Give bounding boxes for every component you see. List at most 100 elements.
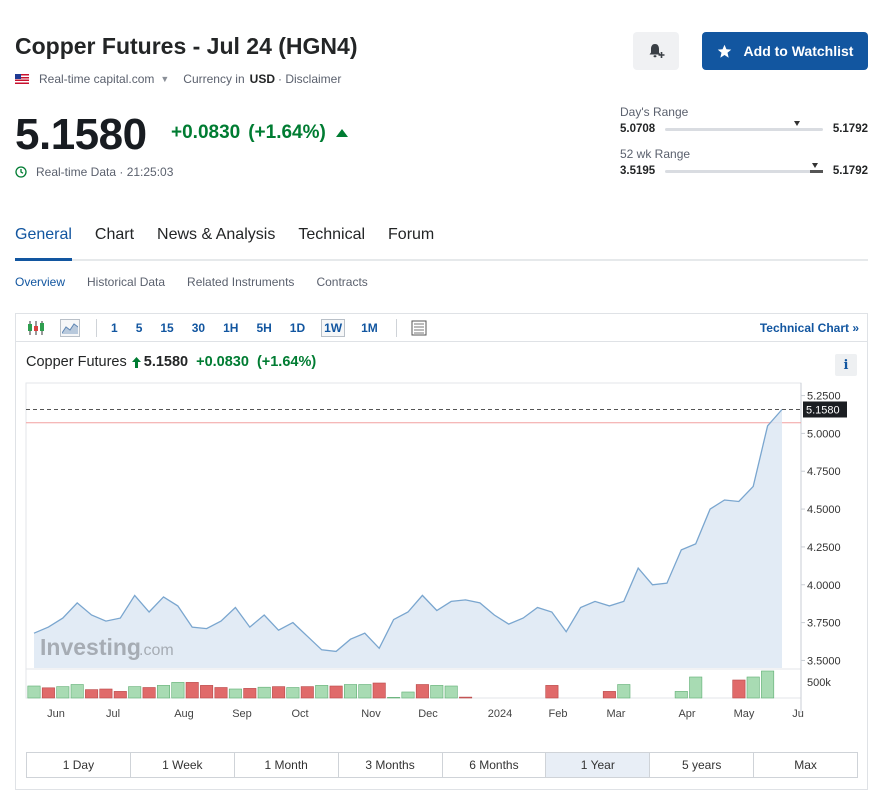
volume-bar: [689, 676, 703, 699]
tab-general[interactable]: General: [15, 226, 72, 261]
volume-bar: [444, 685, 458, 699]
y-tick-label: 3.7500: [807, 618, 841, 630]
x-tick-label: Dec: [418, 708, 438, 720]
interval-5[interactable]: 5: [135, 320, 143, 335]
volume-bar: [70, 684, 84, 699]
interval-1w[interactable]: 1W: [321, 318, 346, 337]
legend-instrument: Copper Futures: [26, 354, 127, 370]
volume-tick-label: 500k: [807, 677, 831, 689]
interval-1d[interactable]: 1D: [289, 320, 306, 335]
volume-bar: [99, 688, 113, 699]
add-to-watchlist-label: Add to Watchlist: [743, 43, 854, 59]
chart-toolbar: 1 5 15 30 1H 5H 1D 1W 1M Technical Chart…: [16, 314, 867, 342]
interval-1m[interactable]: 1M: [361, 320, 378, 335]
volume-bar: [142, 687, 156, 699]
52wk-range-label: 52 wk Range: [620, 147, 691, 161]
interval-15[interactable]: 15: [160, 320, 174, 335]
days-range: Day's Range 5.0708 5.1792: [620, 105, 868, 135]
x-tick-label: Feb: [549, 708, 568, 720]
star-icon: [717, 44, 731, 58]
chevron-down-icon[interactable]: ▼: [160, 74, 170, 84]
up-arrow-icon: [335, 129, 348, 137]
period-1-day[interactable]: 1 Day: [27, 753, 131, 777]
disclaimer-link[interactable]: · Disclaimer: [278, 72, 342, 86]
price-line: [33, 409, 783, 653]
tab-forum[interactable]: Forum: [388, 226, 435, 243]
volume-bar: [674, 691, 688, 699]
legend-change-percent: (+1.64%): [256, 354, 317, 370]
toolbar-divider: [395, 318, 397, 337]
period-max[interactable]: Max: [794, 758, 817, 772]
alert-button[interactable]: [633, 32, 679, 70]
volume-bar: [761, 670, 775, 699]
volume-bar: [602, 691, 616, 699]
x-tick-label: Jun: [47, 708, 65, 720]
add-to-watchlist-button[interactable]: Add to Watchlist: [702, 32, 868, 70]
tab-technical[interactable]: Technical: [298, 226, 366, 243]
last-price: 5.1580: [15, 110, 147, 159]
y-tick-label: 4.5000: [807, 504, 841, 516]
period-5-years[interactable]: 5 years: [650, 753, 755, 777]
technical-chart-link[interactable]: Technical Chart »: [759, 321, 859, 335]
volume-bar: [41, 687, 55, 699]
tab-news-analysis[interactable]: News & Analysis: [157, 226, 276, 243]
y-tick-label: 4.7500: [807, 466, 841, 478]
x-tick-label: Mar: [607, 708, 626, 720]
price-area: [34, 409, 782, 668]
volume-bar: [358, 684, 372, 699]
y-tick-label: 4.0000: [807, 580, 841, 592]
subtab-related-instruments[interactable]: Related Instruments: [187, 275, 295, 289]
subtab-historical-data[interactable]: Historical Data: [87, 275, 166, 289]
period-3-months[interactable]: 3 Months: [339, 753, 443, 777]
price-chart[interactable]: 5.2500 5.0000 4.7500 4.5000 4.2500 4.0000 3.75…: [16, 343, 867, 723]
volume-bar: [401, 691, 415, 699]
period-6-months[interactable]: 6 Months: [443, 753, 547, 777]
table-view-icon[interactable]: [409, 319, 429, 337]
days-range-marker: [794, 120, 801, 126]
volume-bar: [746, 676, 760, 699]
days-range-low: 5.0708: [620, 123, 656, 135]
volume-bar: [300, 686, 314, 699]
y-tick-label: 4.2500: [807, 542, 841, 554]
volume-bar: [545, 685, 559, 699]
volume-bar: [128, 686, 142, 699]
volume-bar: [27, 685, 41, 699]
investing-watermark: Investing: [40, 634, 141, 660]
volume-bar: [329, 685, 343, 699]
interval-5h[interactable]: 5H: [256, 320, 272, 335]
chart-plot-area: 5.2500 5.0000 4.7500 4.5000 4.2500 4.0000 3.75…: [16, 343, 867, 789]
volume-bar: [617, 684, 631, 699]
tab-chart[interactable]: Chart: [94, 226, 135, 243]
interval-30[interactable]: 30: [191, 320, 206, 335]
volume-bar: [387, 697, 401, 699]
candlestick-icon[interactable]: [26, 319, 46, 337]
data-source[interactable]: Real-time capital.com: [39, 72, 155, 86]
toolbar-divider: [96, 318, 97, 337]
volume-bar: [286, 687, 300, 699]
page-title: Copper Futures - Jul 24 (HGN4): [15, 33, 358, 59]
quote-source-line: Real-time capital.com ▼ Currency in USD …: [15, 72, 341, 86]
52wk-range-low: 3.5195: [620, 165, 656, 177]
period-selector: 1 Day 1 Week 1 Month 3 Months 6 Months 1…: [26, 752, 858, 778]
price-change: +0.0830 (+1.64%): [171, 122, 348, 144]
period-1-month[interactable]: 1 Month: [235, 753, 339, 777]
interval-1[interactable]: 1: [111, 320, 118, 335]
change-value: +0.0830: [171, 122, 241, 143]
y-tick-label: 5.0000: [807, 428, 841, 440]
subtab-overview[interactable]: Overview: [15, 275, 66, 289]
chart-widget: 1 5 15 30 1H 5H 1D 1W 1M Technical Chart…: [15, 313, 868, 790]
volume-bar: [257, 686, 271, 699]
days-range-bar: [665, 120, 823, 131]
volume-bar: [214, 687, 228, 699]
period-1-week[interactable]: 1 Week: [131, 753, 235, 777]
volume-bar: [157, 685, 171, 699]
x-tick-label: Sep: [232, 708, 252, 720]
legend-price: 5.1580: [143, 354, 189, 370]
info-icon[interactable]: i: [835, 354, 857, 376]
subtab-contracts[interactable]: Contracts: [316, 275, 368, 289]
legend-change: +0.0830: [196, 354, 249, 370]
interval-1h[interactable]: 1H: [223, 320, 239, 335]
area-chart-icon[interactable]: [60, 318, 80, 337]
last-price-tag-label: 5.1580: [806, 404, 840, 416]
period-1-year[interactable]: 1 Year: [546, 753, 651, 777]
